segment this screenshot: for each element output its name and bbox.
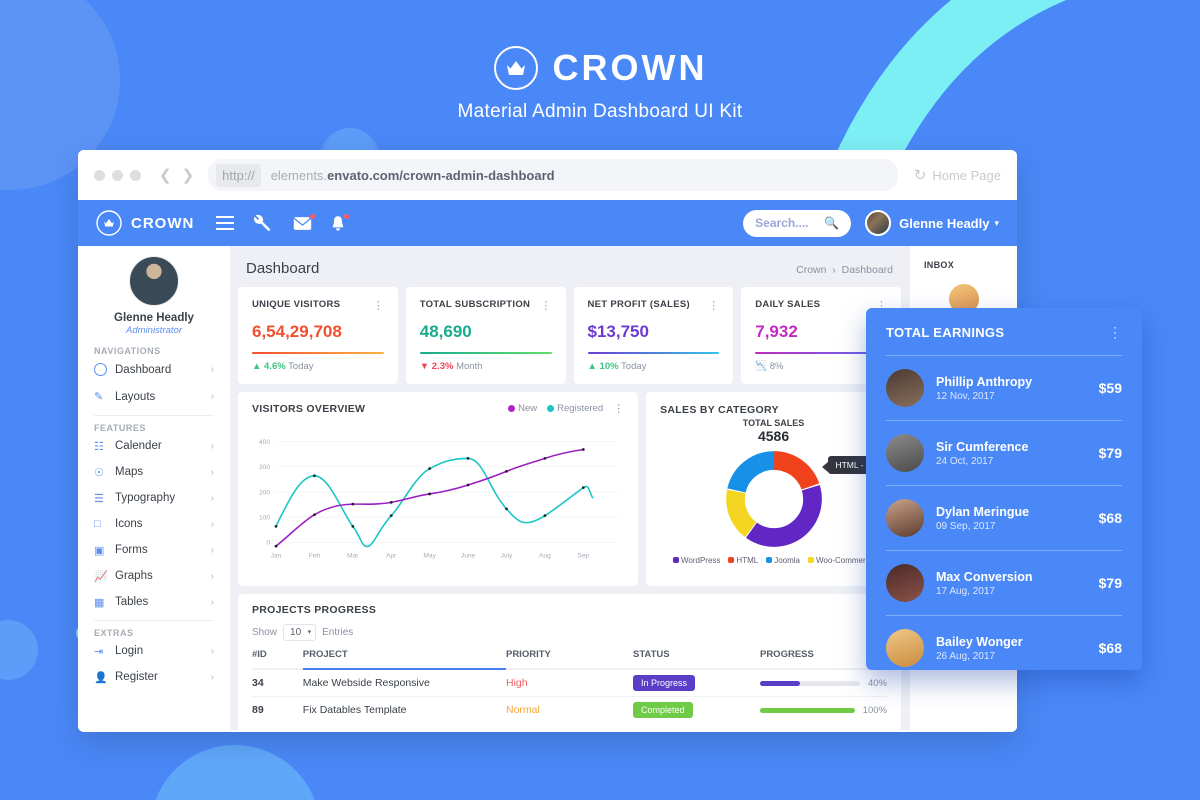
svg-text:400: 400 xyxy=(259,439,270,446)
svg-text:Jan: Jan xyxy=(271,552,282,559)
svg-text:100: 100 xyxy=(259,515,270,522)
svg-text:Mar: Mar xyxy=(347,552,359,559)
svg-text:200: 200 xyxy=(259,489,270,496)
svg-text:Apr: Apr xyxy=(386,552,397,559)
svg-text:Sep: Sep xyxy=(577,552,589,559)
svg-text:Aug: Aug xyxy=(539,552,551,559)
svg-text:0: 0 xyxy=(266,540,270,547)
svg-text:Feb: Feb xyxy=(309,552,321,559)
svg-text:July: July xyxy=(501,552,513,559)
svg-text:June: June xyxy=(461,552,476,559)
svg-text:May: May xyxy=(423,552,436,559)
svg-text:300: 300 xyxy=(259,464,270,471)
